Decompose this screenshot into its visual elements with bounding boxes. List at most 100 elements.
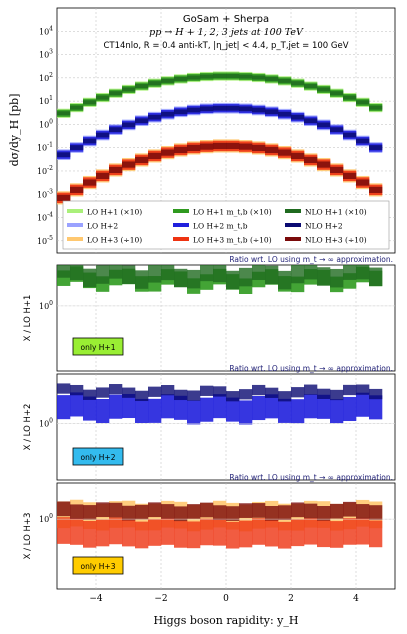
main-band-bin — [83, 179, 97, 186]
y-tick-label: 10-3 — [37, 188, 53, 199]
ratio-band-bin — [174, 389, 188, 401]
main-band-bin — [278, 78, 292, 83]
ratio-band-bin — [304, 394, 318, 419]
legend-swatch — [67, 209, 83, 213]
ratio-band-bin — [239, 520, 253, 548]
ratio-band-bin — [369, 388, 383, 400]
ratio-band-bin — [265, 265, 279, 285]
main-band-bin — [200, 143, 214, 150]
header-line2: pp → H + 1, 2, 3 jets at 100 TeV — [149, 27, 304, 38]
ratio3-note: Ratio wrt. LO using m_t → ∞ approximatio… — [229, 473, 393, 482]
ratio-band-bin — [304, 503, 318, 519]
y-tick-label: 10-4 — [37, 212, 53, 223]
x-tick-label: 2 — [288, 594, 294, 604]
main-band-bin — [96, 95, 110, 100]
ratio-band-bin — [109, 517, 123, 545]
ratio-band-bin — [239, 400, 253, 425]
y-tick-label: 10-5 — [37, 235, 53, 246]
main-band-bin — [135, 156, 149, 164]
ratio-band-bin — [109, 265, 123, 279]
ratio-band-bin — [161, 385, 175, 396]
ratio-band-bin — [356, 392, 370, 417]
ratio-band-bin — [148, 265, 162, 283]
ratio-band-bin — [252, 518, 266, 545]
main-band-bin — [278, 111, 292, 117]
ratio-band-bin — [356, 384, 370, 395]
ratio-band-bin — [161, 504, 175, 519]
ratio-band-bin — [148, 502, 162, 518]
y-tick-label: 100 — [39, 118, 53, 129]
y-tick-label: 101 — [39, 95, 53, 106]
ratio-band-bin — [70, 504, 84, 520]
main-band-bin — [330, 166, 344, 174]
main-band-bin — [304, 118, 318, 124]
legend-swatch — [285, 237, 301, 241]
main-band-bin — [317, 161, 331, 168]
ratio-band-bin — [70, 384, 84, 396]
ratio-band-bin — [213, 505, 227, 520]
ratio-band-bin — [226, 391, 240, 402]
ratio-band-bin — [83, 505, 97, 520]
ratio-band-bin — [252, 503, 266, 518]
ratio-band-bin — [96, 387, 110, 398]
ratio-band-bin — [109, 502, 123, 518]
ratio-y-tick-label: 100 — [39, 300, 53, 311]
main-band-bin — [265, 146, 279, 154]
main-band-bin — [187, 75, 201, 80]
ratio-band-bin — [200, 397, 214, 422]
ratio-band-bin — [83, 396, 97, 421]
ratio-band-bin — [343, 265, 357, 280]
ratio-band-bin — [187, 390, 201, 401]
legend-swatch — [173, 223, 189, 227]
legend-label: NLO H+1 (×10) — [305, 208, 367, 217]
main-band-bin — [317, 122, 331, 128]
legend-label: LO H+1 (×10) — [87, 208, 142, 217]
ratio-band-bin — [291, 265, 305, 284]
main-band-bin — [83, 100, 97, 105]
main-band-bin — [174, 76, 188, 81]
main-band-bin — [200, 106, 214, 112]
main-band-bin — [317, 87, 331, 92]
ratio-band-bin — [148, 398, 162, 423]
ratio-band-bin — [187, 400, 201, 425]
main-band-bin — [343, 132, 357, 138]
ratio-band-bin — [213, 394, 227, 419]
ratio-band-bin — [57, 395, 71, 420]
main-band-bin — [57, 194, 71, 201]
main-band-bin — [213, 142, 227, 150]
legend-swatch — [285, 223, 301, 227]
ratio-y-tick-label: 100 — [39, 513, 53, 524]
main-band-bin — [291, 114, 305, 120]
ratio-panel-h3: 100 Ratio wrt. LO using m_t → ∞ approxim… — [23, 473, 396, 590]
ratio2-badge-label: only H+2 — [81, 453, 116, 462]
ratio-band-bin — [213, 386, 227, 397]
ratio-band-bin — [174, 268, 188, 288]
ratio-band-bin — [239, 503, 253, 518]
main-band-bin — [122, 161, 136, 168]
ratio-band-bin — [135, 390, 149, 402]
ratio-band-bin — [57, 265, 71, 278]
ratio-band-bin — [226, 397, 240, 422]
ratio-panel-h1: 100 Ratio wrt. LO using m_t → ∞ approxim… — [23, 255, 396, 372]
ratio-band-bin — [369, 505, 383, 520]
ratio-band-bin — [57, 517, 71, 544]
main-band-bin — [96, 132, 110, 138]
ratio-band-bin — [135, 521, 149, 549]
ratio-band-bin — [330, 399, 344, 424]
ratio-band-bin — [226, 270, 240, 290]
ratio-band-bin — [265, 387, 279, 398]
ratio-band-bin — [278, 521, 292, 549]
ratio-band-bin — [278, 398, 292, 423]
ratio-band-bin — [83, 389, 97, 400]
main-band-bin — [57, 111, 71, 116]
main-band-bin — [161, 78, 175, 83]
main-band-bin — [83, 138, 97, 144]
ratio-band-bin — [252, 395, 266, 421]
main-band-bin — [148, 81, 162, 86]
ratio-band-bin — [252, 384, 266, 396]
ratio-band-bin — [96, 519, 110, 547]
ratio-band-bin — [330, 521, 344, 548]
main-band-bin — [356, 100, 370, 105]
main-band-bin — [278, 149, 292, 156]
